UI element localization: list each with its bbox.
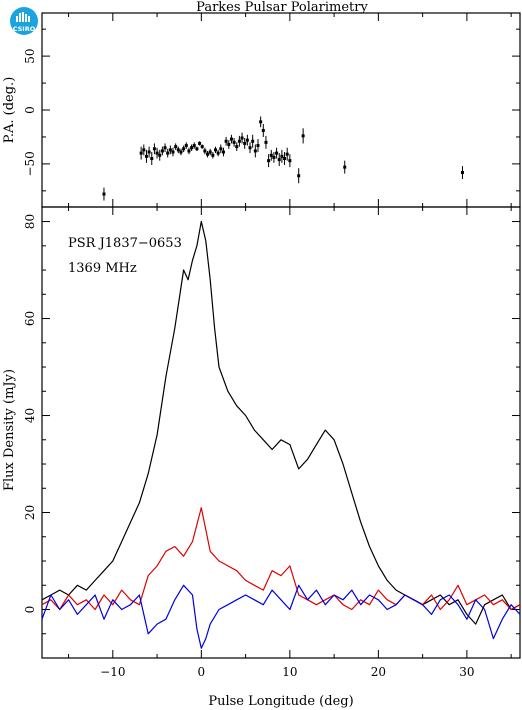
pa-point — [275, 151, 279, 155]
x-tick-label: 10 — [282, 665, 297, 679]
pa-point — [174, 145, 178, 149]
pa-point — [248, 146, 252, 150]
longitude-axis-label: Pulse Longitude (deg) — [208, 694, 353, 709]
profile-y-tick-label: 60 — [23, 311, 37, 326]
pa-point — [283, 157, 287, 160]
pa-point — [187, 149, 191, 153]
profile-plot-frame — [41, 206, 521, 659]
pa-point — [219, 147, 223, 151]
pa-point — [264, 140, 268, 144]
pa-point — [182, 147, 186, 151]
pa-point — [224, 139, 228, 143]
pa-point — [272, 155, 276, 159]
pa-point — [184, 144, 188, 148]
pa-point — [240, 136, 244, 140]
pa-point — [200, 145, 204, 149]
pa-point — [213, 148, 217, 152]
pa-panel: −50 0 50 P.A. (deg.) — [2, 12, 521, 208]
pa-point — [150, 157, 154, 160]
pa-point — [102, 192, 106, 196]
pa-point — [235, 145, 239, 149]
pa-point — [147, 150, 151, 154]
pa-point — [203, 149, 207, 153]
profile-y-tick-label: 40 — [23, 408, 37, 423]
x-tick-label: 0 — [198, 665, 206, 679]
pa-point — [227, 142, 231, 146]
pa-point — [297, 174, 301, 178]
pa-point — [179, 150, 183, 154]
pa-axis-ticks: −50 0 50 — [23, 13, 520, 207]
profile-y-tick-label: 80 — [23, 214, 37, 229]
pa-point — [152, 147, 156, 151]
pa-point — [221, 150, 225, 154]
figure-title: Parkes Pulsar Polarimetry — [196, 0, 368, 15]
linear-polarization-line — [41, 507, 521, 611]
pa-point — [343, 165, 347, 169]
pa-point — [176, 148, 180, 152]
pa-point — [216, 151, 220, 155]
pa-point — [208, 150, 212, 154]
pa-point — [261, 128, 265, 132]
pa-point — [259, 120, 263, 124]
pa-y-tick-label: 50 — [23, 48, 37, 63]
profile-y-tick-label: 20 — [23, 505, 37, 520]
profile-y-tick-label: 0 — [23, 606, 37, 614]
pa-point — [245, 138, 249, 142]
x-tick-label: −10 — [100, 665, 125, 679]
pa-point — [288, 159, 292, 163]
profile-panel: −10 0 10 20 30 0 20 40 60 80 PSR J1837−0653 1369 … — [2, 206, 521, 709]
pa-axis-label: P.A. (deg.) — [2, 77, 17, 144]
profile-series — [41, 220, 521, 649]
pa-plot-frame — [41, 12, 521, 208]
pa-point — [253, 149, 257, 153]
pa-point — [198, 141, 202, 145]
frequency-annotation: 1369 MHz — [68, 261, 137, 276]
pa-point — [139, 151, 143, 155]
pa-point — [232, 140, 236, 144]
chart-icon — [16, 12, 30, 22]
flux-axis-label: Flux Density (mJy) — [2, 369, 17, 491]
pulsar-name-annotation: PSR J1837−0653 — [68, 236, 182, 251]
pa-point — [155, 151, 159, 155]
x-tick-label: 30 — [459, 665, 474, 679]
pa-point — [158, 153, 162, 157]
pa-point — [251, 139, 255, 143]
csiro-logo: CSIRO — [10, 7, 38, 35]
pa-point — [195, 147, 199, 151]
logo-text: CSIRO — [13, 25, 36, 33]
x-tick-label: 20 — [371, 665, 386, 679]
pa-point — [269, 153, 273, 157]
pa-point — [243, 141, 247, 145]
pa-data-points — [102, 116, 464, 201]
pa-y-tick-label: 0 — [23, 106, 37, 114]
pa-point — [190, 146, 194, 150]
circular-polarization-line — [41, 584, 521, 649]
pa-point — [142, 148, 146, 152]
pa-point — [192, 144, 196, 148]
pa-point — [171, 150, 175, 154]
profile-axis-ticks: −10 0 10 20 30 0 20 40 60 80 — [23, 207, 520, 679]
pa-point — [168, 148, 172, 152]
pa-point — [237, 139, 241, 143]
pa-point — [277, 158, 281, 162]
pa-point — [460, 171, 464, 175]
pa-point — [229, 137, 233, 141]
pa-point — [211, 153, 215, 157]
pa-point — [144, 154, 148, 158]
pa-point — [163, 146, 167, 150]
pa-y-tick-label: −50 — [23, 151, 37, 176]
pa-point — [267, 159, 271, 163]
pa-point — [160, 149, 164, 153]
pa-point — [280, 154, 284, 158]
pa-point — [301, 134, 305, 138]
pa-point — [256, 144, 260, 148]
pa-point — [206, 152, 210, 156]
pa-point — [285, 152, 289, 156]
pa-point — [166, 151, 170, 155]
total-intensity-line — [41, 220, 521, 625]
